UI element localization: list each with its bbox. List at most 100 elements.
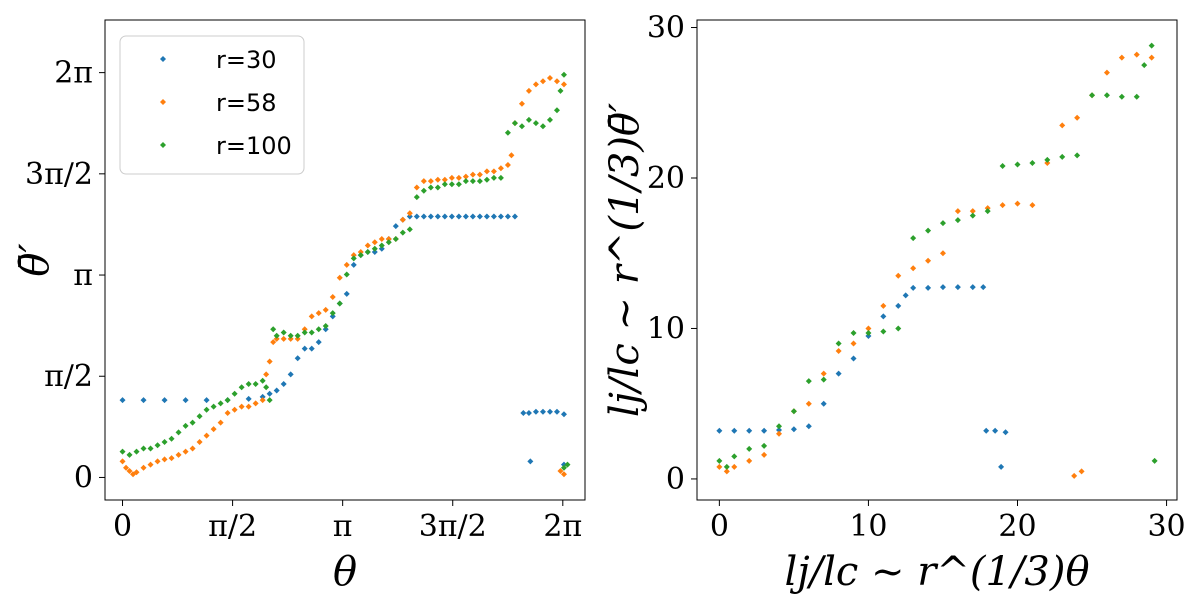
left-point-series-2 [259,377,266,384]
left-point-series-0 [553,408,560,415]
left-point-series-0 [532,408,539,415]
right-point-series-1 [723,468,730,475]
right-point-series-0 [805,423,812,430]
left-point-series-1 [238,403,245,410]
left-point-series-2 [301,329,308,336]
left-point-series-0 [259,393,266,400]
left-point-series-1 [448,174,455,181]
left-point-series-1 [476,171,483,178]
left-point-series-1 [273,335,280,342]
right-point-series-1 [731,463,738,470]
right-point-series-0 [775,427,782,434]
right-points [716,42,1158,479]
left-point-series-1 [147,461,154,468]
left-point-series-2 [469,178,476,185]
left-point-series-1 [497,165,504,172]
left-point-series-1 [490,168,497,175]
left-x-tick-label: π [333,509,353,544]
legend-marker-r58 [160,99,166,105]
left-point-series-0 [527,458,534,465]
left-point-series-1 [560,471,567,478]
left-x-tick-label: 2π [543,509,582,544]
left-point-series-0 [441,213,448,220]
left-point-series-2 [280,329,287,336]
left-point-series-2 [483,176,490,183]
left-point-series-0 [504,213,511,220]
right-point-series-1 [925,257,932,264]
right-x-tick-label: 10 [849,509,887,544]
left-point-series-1 [322,306,329,313]
right-point-series-1 [1044,159,1051,166]
left-point-series-0 [308,345,315,352]
left-point-series-1 [231,406,238,413]
left-point-series-0 [294,355,301,362]
right-point-series-1 [1118,54,1125,61]
right-point-series-0 [835,370,842,377]
left-point-series-2 [448,181,455,188]
left-point-series-2 [336,300,343,307]
left-y-tick-label: π/2 [44,359,93,394]
left-point-series-0 [140,397,147,404]
left-point-series-2 [406,226,413,233]
left-point-series-0 [322,326,329,333]
right-point-series-2 [761,442,768,449]
right-point-series-1 [1014,200,1021,207]
left-point-series-2 [420,187,427,194]
left-y-axis-label: θ̄′ [12,243,58,276]
left-point-series-0 [203,397,210,404]
left-point-series-2 [266,397,273,404]
left-point-series-2 [245,381,252,388]
left-point-series-1 [441,176,448,183]
right-point-series-2 [746,445,753,452]
right-point-series-2 [1044,156,1051,163]
right-point-series-1 [835,348,842,355]
left-point-series-2 [217,400,224,407]
left-x-axis-label: θ [333,549,357,595]
left-point-series-0 [469,213,476,220]
left-point-series-1 [560,81,567,88]
left-point-series-1 [420,178,427,185]
right-point-series-1 [1059,122,1066,129]
right-y-tick-label: 20 [647,161,685,196]
left-point-series-2 [378,242,385,249]
left-point-series-1 [378,236,385,243]
right-point-series-2 [865,329,872,336]
left-point-series-1 [469,171,476,178]
left-point-series-0 [462,213,469,220]
left-x-tick-label: 3π/2 [419,509,487,544]
right-point-series-1 [954,208,961,215]
right-point-series-1 [1029,202,1036,209]
legend-entry-r30: r=30 [160,46,277,74]
left-point-series-2 [329,310,336,317]
left-point-series-2 [553,107,560,114]
left-point-series-1 [539,78,546,85]
legend: r=30 r=58 r=100 [119,35,305,175]
right-point-series-1 [939,250,946,257]
left-point-series-0 [343,290,350,297]
right-point-series-2 [1118,93,1125,100]
right-plot-frame [696,19,1178,501]
left-y-tick-label: 2π [54,56,93,91]
left-point-series-2 [154,442,161,449]
left-point-series-1 [270,339,277,346]
left-point-series-0 [350,261,357,268]
right-point-series-0 [716,427,723,434]
left-point-series-1 [175,451,182,458]
left-point-series-0 [560,411,567,418]
left-point-series-2 [315,326,322,333]
left-point-series-1 [252,400,259,407]
left-point-series-2 [175,429,182,436]
right-point-series-2 [910,235,917,242]
left-point-series-0 [525,410,532,417]
left-point-series-2 [497,174,504,181]
left-point-series-0 [520,410,527,417]
left-point-series-1 [287,335,294,342]
left-point-series-0 [420,213,427,220]
right-point-series-1 [1078,468,1085,475]
left-point-series-2 [357,252,364,259]
left-point-series-0 [448,213,455,220]
right-point-series-0 [820,400,827,407]
left-point-series-1 [203,432,210,439]
left-point-series-0 [280,381,287,388]
left-point-series-2 [413,194,420,201]
